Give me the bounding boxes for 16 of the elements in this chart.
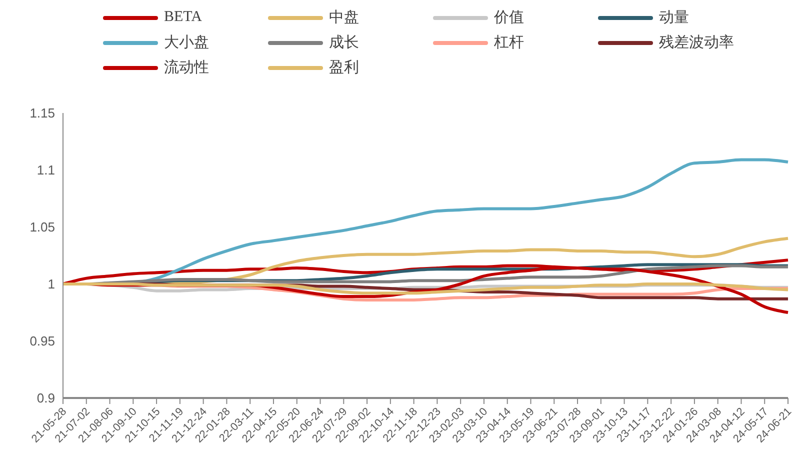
legend-label: BETA bbox=[164, 9, 202, 26]
legend-label: 价值 bbox=[494, 9, 524, 27]
y-tick-label: 0.95 bbox=[30, 334, 55, 349]
legend-label: 残差波动率 bbox=[659, 33, 734, 52]
legend-label: 盈利 bbox=[329, 58, 359, 77]
y-tick-label: 0.9 bbox=[36, 390, 55, 406]
legend-label: 成长 bbox=[329, 34, 359, 52]
legend-label: 流动性 bbox=[164, 58, 209, 77]
legend-label: 中盘 bbox=[329, 8, 359, 27]
y-tick-label: 1.05 bbox=[30, 220, 55, 235]
y-tick-label: 1.15 bbox=[30, 106, 55, 121]
legend-label: 动量 bbox=[659, 9, 689, 27]
y-tick-label: 1 bbox=[48, 276, 55, 292]
legend-label: 大小盘 bbox=[164, 34, 209, 52]
y-tick-label: 1.1 bbox=[36, 162, 55, 178]
legend-label: 杠杆 bbox=[494, 34, 524, 52]
